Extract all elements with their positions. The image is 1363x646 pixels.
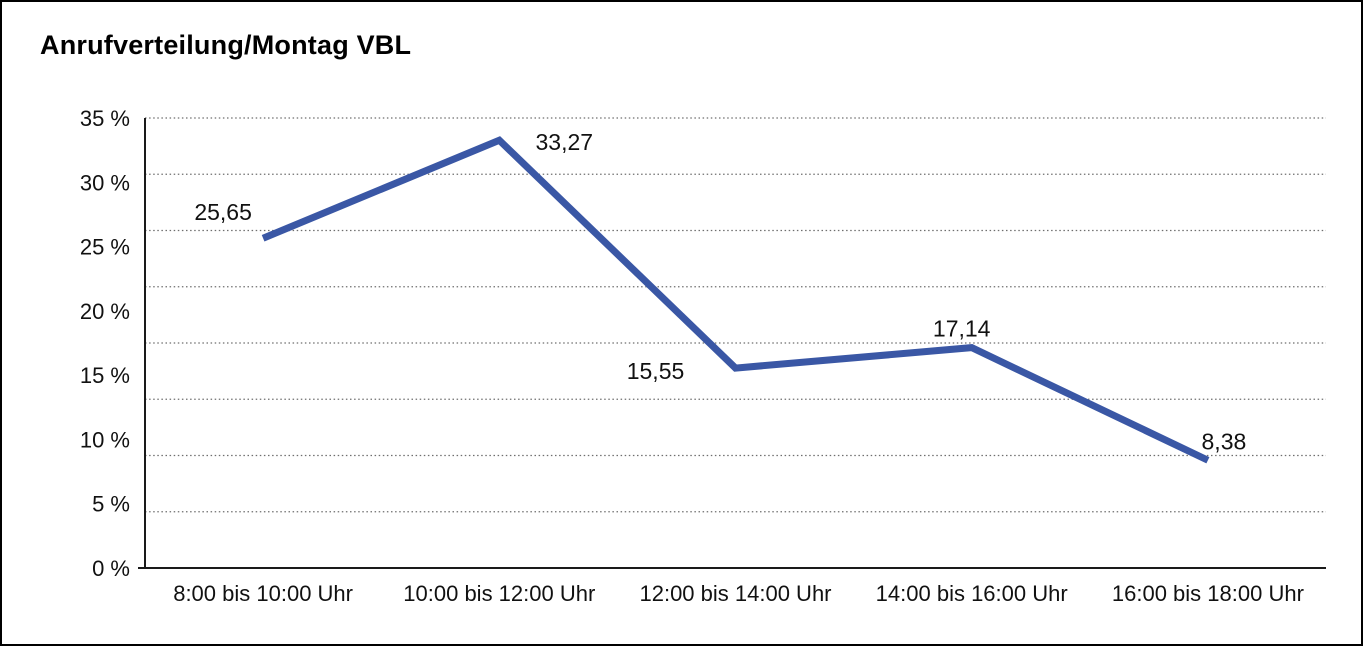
x-tick-label: 10:00 bis 12:00 Uhr — [403, 581, 595, 606]
data-label: 8,38 — [1202, 428, 1247, 454]
y-tick-label: 25 % — [80, 235, 130, 260]
y-tick-label: 20 % — [80, 299, 130, 324]
y-tick-label: 5 % — [92, 492, 130, 517]
data-label: 25,65 — [194, 199, 252, 225]
x-tick-label: 12:00 bis 14:00 Uhr — [639, 581, 831, 606]
y-tick-label: 15 % — [80, 363, 130, 388]
y-tick-label: 10 % — [80, 427, 130, 452]
series-line — [261, 136, 1210, 464]
data-label: 33,27 — [536, 129, 594, 155]
y-tick-label: 0 % — [92, 556, 130, 581]
x-tick-label: 14:00 bis 16:00 Uhr — [876, 581, 1068, 606]
data-label: 15,55 — [627, 358, 685, 384]
x-tick-label: 8:00 bis 10:00 Uhr — [173, 581, 353, 606]
y-tick-label: 35 % — [80, 106, 130, 131]
x-tick-label: 16:00 bis 18:00 Uhr — [1112, 581, 1304, 606]
data-label: 17,14 — [933, 316, 991, 342]
chart-title: Anrufverteilung/Montag VBL — [40, 30, 412, 60]
y-tick-label: 30 % — [80, 170, 130, 195]
